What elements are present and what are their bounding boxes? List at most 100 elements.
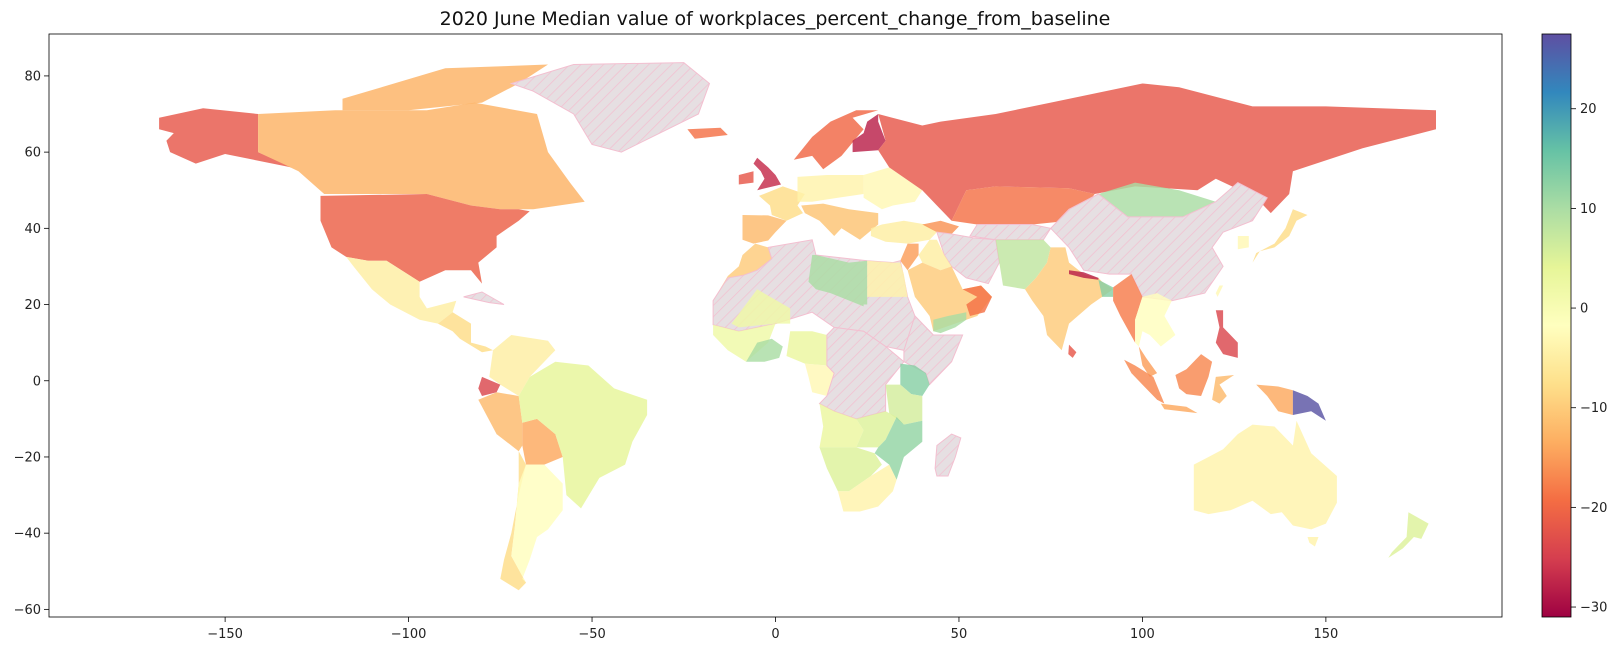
- region-central-africa: [818, 326, 905, 420]
- region-greenland: [509, 62, 711, 153]
- region-ghana-coast: [746, 338, 783, 362]
- region-papua-new-guinea: [1292, 390, 1326, 421]
- region-tasmania: [1307, 537, 1319, 547]
- region-caucasus: [922, 220, 959, 234]
- region-zambia: [856, 411, 897, 448]
- region-france: [759, 186, 805, 221]
- region-egypt: [867, 260, 908, 297]
- region-bolivia: [522, 418, 563, 465]
- y-axis: −60 −40 −20 0 20 40 60 80: [14, 69, 49, 618]
- y-tick-label: 80: [24, 69, 41, 84]
- region-norway-sweden: [793, 110, 879, 170]
- region-russia: [878, 83, 1436, 221]
- region-philippines: [1215, 310, 1238, 358]
- y-tick-label: −60: [14, 603, 41, 618]
- region-south-africa: [837, 464, 897, 512]
- colorbar-tick-label: 10: [1580, 202, 1597, 217]
- x-tick-label: −150: [207, 627, 243, 642]
- region-angola: [819, 403, 864, 448]
- region-ecuador: [478, 376, 501, 396]
- region-kazakhstan: [951, 186, 1095, 225]
- region-libya: [808, 255, 868, 307]
- region-cameroon-gabon: [804, 363, 835, 396]
- x-axis: −150 −100 −50 0 50 100 150: [207, 617, 1338, 642]
- y-tick-label: 20: [24, 298, 41, 313]
- region-java: [1160, 403, 1198, 414]
- region-taiwan: [1215, 285, 1224, 297]
- region-sulawesi: [1212, 375, 1235, 404]
- region-iceland: [687, 127, 728, 139]
- region-west-africa: [713, 323, 776, 362]
- y-tick-label: 0: [33, 374, 41, 389]
- map-regions: [159, 62, 1436, 591]
- region-alaska: [159, 108, 292, 168]
- region-turkey: [870, 220, 937, 244]
- colorbar-tick-label: 20: [1580, 102, 1597, 117]
- region-myanmar: [1113, 274, 1143, 343]
- region-thailand-indochina: [1135, 293, 1176, 347]
- region-japan: [1252, 209, 1308, 263]
- region-brazil: [518, 361, 648, 509]
- region-nigeria: [786, 331, 827, 366]
- region-afghanistan-pakistan: [995, 239, 1051, 290]
- region-korea: [1237, 236, 1249, 250]
- region-central-america: [437, 312, 493, 353]
- region-sumatra: [1124, 359, 1165, 404]
- colorbar-tick-label: −20: [1580, 501, 1607, 516]
- x-tick-label: 50: [951, 627, 968, 642]
- colorbar-ticks: −30 −20 −10 0 10 20: [1571, 102, 1607, 616]
- region-cuba: [463, 291, 505, 305]
- region-bangladesh: [1098, 279, 1114, 297]
- region-canada: [258, 102, 585, 210]
- region-ireland: [738, 171, 754, 185]
- region-levant: [900, 243, 919, 271]
- region-kenya: [900, 363, 930, 396]
- region-nepal: [1069, 270, 1099, 280]
- region-new-guinea-west: [1256, 384, 1293, 415]
- region-morocco: [713, 243, 772, 301]
- region-mozambique-zimbabwe: [874, 417, 923, 480]
- region-central-asia: [969, 224, 1052, 241]
- y-tick-label: −40: [14, 527, 41, 542]
- x-tick-label: 100: [1130, 627, 1155, 642]
- region-mexico: [346, 256, 457, 324]
- region-iberia: [742, 215, 787, 244]
- y-tick-label: −20: [14, 450, 41, 465]
- region-namibia-botswana: [819, 447, 882, 492]
- region-canadian-arctic-islands: [342, 64, 548, 111]
- region-mali-sahel: [731, 289, 791, 328]
- region-argentina: [511, 464, 563, 583]
- region-united-states: [320, 194, 530, 284]
- region-italy-balkans: [801, 203, 879, 240]
- colorbar: [1541, 33, 1572, 618]
- region-mongolia: [1098, 182, 1216, 221]
- region-iraq: [918, 239, 952, 271]
- region-ukraine-belarus: [863, 167, 923, 210]
- colorbar-tick-label: −10: [1580, 401, 1607, 416]
- region-china: [1050, 182, 1268, 302]
- y-tick-label: 60: [24, 146, 41, 161]
- region-tanzania: [885, 384, 923, 425]
- region-finland: [852, 114, 886, 153]
- region-colombia-venezuela: [489, 335, 556, 396]
- region-malay-peninsula: [1138, 346, 1158, 377]
- colorbar-tick-label: 0: [1580, 302, 1588, 317]
- x-tick-label: −100: [391, 627, 427, 642]
- region-australia: [1193, 420, 1337, 530]
- y-tick-label: 40: [24, 222, 41, 237]
- region-india: [1025, 247, 1114, 351]
- colorbar-tick-label: −30: [1580, 601, 1607, 616]
- region-borneo: [1175, 354, 1213, 396]
- region-oman-uae: [962, 285, 992, 316]
- x-tick-label: −50: [578, 627, 605, 642]
- region-great-britain: [753, 157, 781, 191]
- region-yemen: [933, 312, 967, 334]
- x-tick-label: 150: [1313, 627, 1338, 642]
- chart-title: 2020 June Median value of workplaces_per…: [440, 8, 1111, 30]
- region-madagascar: [934, 433, 962, 477]
- region-central-europe: [797, 175, 864, 202]
- region-iran: [936, 231, 1000, 285]
- region-new-zealand: [1388, 512, 1429, 558]
